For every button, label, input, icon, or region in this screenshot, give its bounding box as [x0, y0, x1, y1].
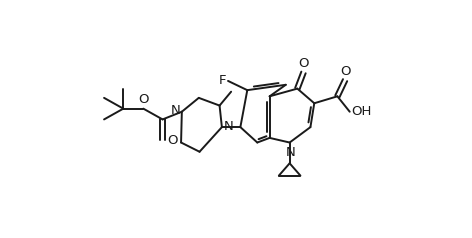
Text: O: O — [341, 65, 351, 78]
Text: N: N — [286, 146, 295, 159]
Text: O: O — [138, 93, 149, 106]
Text: N: N — [170, 104, 180, 117]
Text: O: O — [298, 57, 309, 70]
Text: O: O — [167, 134, 178, 148]
Text: OH: OH — [351, 105, 371, 118]
Text: F: F — [219, 74, 227, 87]
Text: N: N — [223, 120, 233, 133]
